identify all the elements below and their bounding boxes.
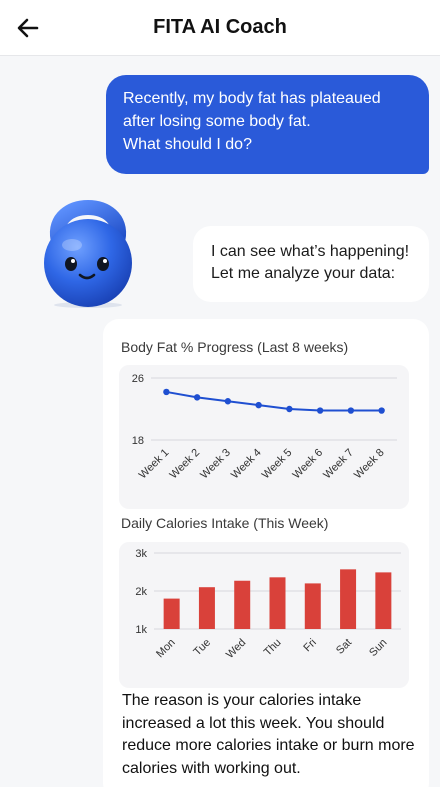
calorie-bar bbox=[198, 587, 215, 629]
data-point bbox=[163, 388, 170, 396]
calorie-bar bbox=[304, 583, 321, 629]
x-tick-label: Sun bbox=[367, 637, 389, 659]
x-tick-label: Week 2 bbox=[168, 447, 203, 482]
coach-message-line: Let me analyze your data: bbox=[211, 265, 396, 282]
coach-message-line: I can see what’s happening! bbox=[211, 243, 410, 260]
calorie-bar bbox=[375, 572, 392, 629]
calorie-bar bbox=[234, 580, 251, 629]
x-tick-label: Week 3 bbox=[198, 447, 233, 482]
x-tick-label: Week 8 bbox=[352, 447, 387, 482]
data-point bbox=[193, 394, 201, 401]
calorie-bar bbox=[340, 569, 357, 629]
arrow-left-icon bbox=[17, 18, 39, 38]
data-point bbox=[347, 407, 355, 414]
data-point bbox=[224, 398, 232, 405]
calorie-bar bbox=[269, 577, 286, 629]
app-header: FITA AI Coach bbox=[0, 0, 440, 56]
y-tick-label: 1k bbox=[135, 624, 147, 636]
x-tick-label: Tue bbox=[191, 637, 213, 659]
calories-chart: 3k 2k 1k Mon Tue Wed Thu Fri Sat Sun bbox=[119, 542, 409, 688]
x-tick-label: Week 7 bbox=[321, 447, 356, 482]
series-line bbox=[166, 390, 382, 412]
body-fat-chart: 26 18 Week 1 Week 2 Week 3 Week 4 Week 5 Week 6… bbox=[119, 365, 409, 509]
calories-bar-chart: 3k 2k 1k Mon Tue Wed Thu Fri Sat Sun bbox=[135, 548, 401, 661]
calories-chart-title: Daily Calories Intake (This Week) bbox=[121, 515, 329, 531]
user-message-line: after losing some body fat. bbox=[123, 113, 311, 130]
x-tick-label: Mon bbox=[154, 637, 178, 661]
x-tick-label: Week 1 bbox=[137, 447, 172, 482]
x-tick-label: Sat bbox=[334, 637, 354, 657]
y-tick-label: 18 bbox=[132, 435, 144, 447]
data-point bbox=[286, 405, 293, 413]
analysis-card: Body Fat % Progress (Last 8 weeks) 26 18 W… bbox=[103, 319, 429, 787]
y-tick-label: 2k bbox=[135, 586, 147, 598]
x-tick-label: Fri bbox=[301, 637, 319, 655]
chat-area: Recently, my body fat has plateaued afte… bbox=[0, 56, 440, 787]
x-tick-label: Week 4 bbox=[229, 447, 264, 482]
data-point bbox=[255, 401, 262, 409]
coach-avatar bbox=[36, 187, 140, 309]
back-button[interactable] bbox=[14, 14, 42, 42]
body-fat-chart-title: Body Fat % Progress (Last 8 weeks) bbox=[121, 339, 349, 355]
coach-message-bubble: I can see what’s happening! Let me analy… bbox=[193, 226, 429, 302]
y-tick-label: 26 bbox=[132, 373, 144, 385]
data-point bbox=[378, 407, 385, 414]
x-tick-label: Week 5 bbox=[260, 447, 295, 482]
y-tick-label: 3k bbox=[135, 548, 147, 560]
user-message-line: Recently, my body fat has plateaued bbox=[123, 90, 381, 107]
kettlebell-mascot-icon bbox=[44, 200, 132, 308]
calorie-bar bbox=[163, 598, 180, 629]
x-tick-label: Wed bbox=[224, 637, 248, 661]
data-point bbox=[316, 407, 324, 414]
coach-analysis-text: The reason is your calories intake incre… bbox=[122, 692, 415, 777]
user-message-bubble: Recently, my body fat has plateaued afte… bbox=[106, 75, 429, 174]
x-tick-label: Week 6 bbox=[291, 447, 326, 482]
page-title: FITA AI Coach bbox=[153, 16, 287, 38]
x-tick-label: Thu bbox=[262, 637, 284, 659]
user-message-line: What should I do? bbox=[123, 136, 252, 153]
